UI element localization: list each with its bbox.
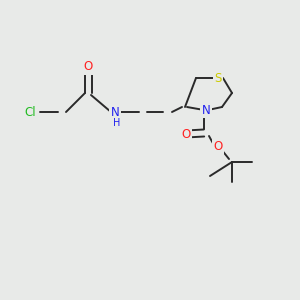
Text: Cl: Cl xyxy=(24,106,36,118)
Text: H: H xyxy=(113,118,121,128)
Text: S: S xyxy=(214,71,222,85)
Text: N: N xyxy=(202,103,210,116)
Text: O: O xyxy=(182,128,190,140)
Text: O: O xyxy=(83,61,93,74)
Text: N: N xyxy=(111,106,119,118)
Text: O: O xyxy=(213,140,223,154)
